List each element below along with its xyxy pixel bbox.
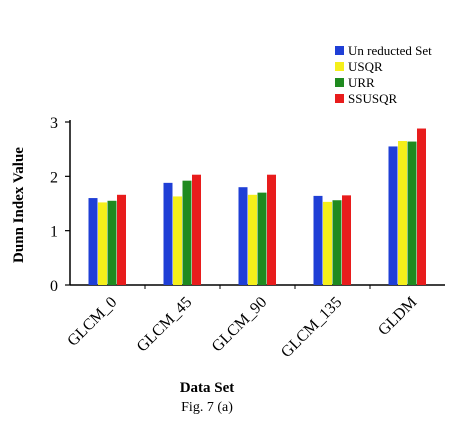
x-category-label: GLCM_90 xyxy=(209,294,271,356)
bar xyxy=(398,141,407,285)
bar xyxy=(107,200,117,285)
bar xyxy=(332,200,342,285)
bar xyxy=(88,198,98,285)
x-category-label: GLCM_0 xyxy=(64,294,120,350)
legend-swatch xyxy=(335,62,344,71)
bar xyxy=(163,182,173,285)
plot-area xyxy=(69,120,445,289)
legend-swatch xyxy=(335,78,344,87)
legend-label: Un reducted Set xyxy=(348,43,432,58)
x-category-label: GLDM xyxy=(375,294,420,339)
bar xyxy=(257,192,267,285)
legend-swatch xyxy=(335,46,344,55)
legend-label: USQR xyxy=(348,59,383,74)
bar xyxy=(173,196,182,285)
bar xyxy=(192,174,201,285)
y-axis-label: Dunn Index Value xyxy=(11,147,27,263)
y-axis-ticks: 0 1 2 3 xyxy=(50,115,70,295)
bar xyxy=(117,194,126,285)
bar xyxy=(248,194,257,285)
x-category-label: GLCM_45 xyxy=(134,294,196,356)
bar xyxy=(98,202,107,285)
legend-label: SSUSQR xyxy=(348,91,397,106)
legend-swatch xyxy=(335,94,344,103)
bar xyxy=(238,187,248,285)
bar xyxy=(182,180,192,285)
y-tick-label: 3 xyxy=(50,115,58,132)
y-tick-label: 2 xyxy=(50,169,58,186)
x-axis-categories: GLCM_0 GLCM_45 GLCM_90 GLCM_135 GLDM xyxy=(64,294,420,361)
bar xyxy=(323,201,332,285)
legend-label: URR xyxy=(348,75,375,90)
bar xyxy=(313,195,323,285)
figure-caption: Fig. 7 (a) xyxy=(181,400,233,415)
bar xyxy=(388,146,398,285)
x-axis-label: Data Set xyxy=(180,380,235,396)
bar xyxy=(417,128,426,285)
bar xyxy=(407,141,417,285)
x-category-label: GLCM_135 xyxy=(278,294,345,361)
bar xyxy=(267,174,276,285)
y-tick-label: 1 xyxy=(50,224,58,241)
y-tick-label: 0 xyxy=(50,278,58,295)
bar xyxy=(342,195,351,285)
